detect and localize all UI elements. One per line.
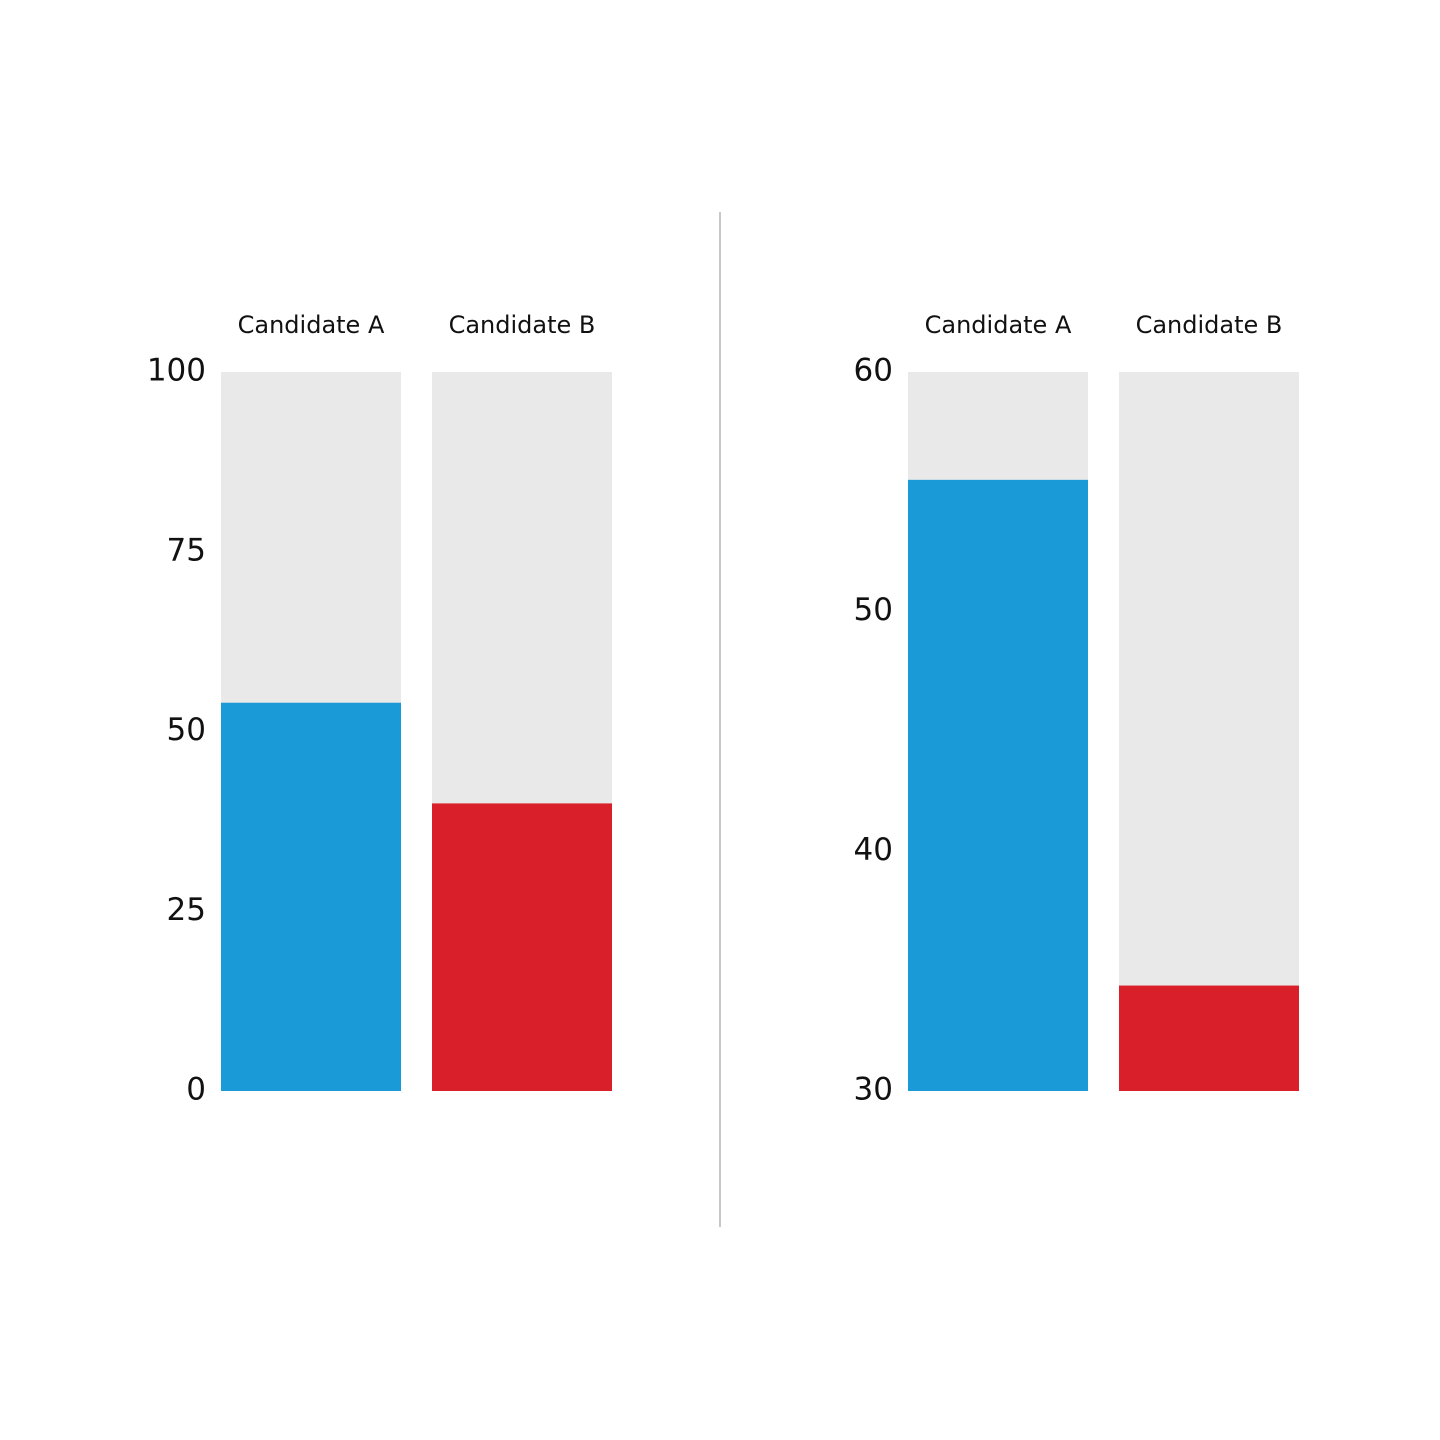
category-label: Candidate B — [1136, 311, 1283, 339]
category-label: Candidate A — [238, 311, 385, 339]
bar — [221, 702, 401, 1091]
bar — [1119, 985, 1299, 1091]
bar — [908, 479, 1088, 1092]
y-tick-label: 0 — [186, 1072, 206, 1108]
y-tick-label: 40 — [854, 832, 893, 868]
y-tick-label: 60 — [854, 353, 893, 389]
y-tick-label: 100 — [147, 353, 206, 389]
y-tick-label: 25 — [167, 892, 206, 928]
y-tick-label: 30 — [854, 1072, 893, 1108]
bar-track — [1119, 372, 1299, 1091]
category-label: Candidate B — [449, 311, 596, 339]
bar — [432, 803, 612, 1091]
y-tick-label: 50 — [167, 712, 206, 748]
y-tick-label: 50 — [854, 592, 893, 628]
category-label: Candidate A — [925, 311, 1072, 339]
y-tick-label: 75 — [167, 532, 206, 568]
